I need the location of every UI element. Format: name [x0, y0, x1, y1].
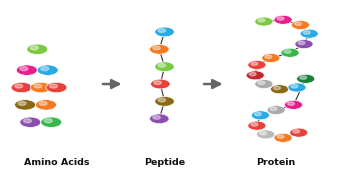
Circle shape	[291, 85, 298, 88]
Circle shape	[248, 121, 266, 130]
Text: Amino Acids: Amino Acids	[24, 158, 89, 167]
Circle shape	[246, 71, 264, 80]
Text: Peptide: Peptide	[144, 158, 185, 167]
Circle shape	[249, 72, 256, 76]
Circle shape	[277, 17, 284, 20]
Circle shape	[281, 48, 299, 57]
Circle shape	[260, 131, 267, 135]
Circle shape	[297, 74, 315, 83]
Circle shape	[37, 65, 58, 75]
Circle shape	[298, 41, 305, 45]
Circle shape	[251, 123, 258, 126]
Circle shape	[149, 114, 169, 124]
Circle shape	[293, 130, 300, 133]
Circle shape	[30, 46, 38, 50]
Circle shape	[277, 135, 284, 138]
Circle shape	[265, 55, 272, 58]
Circle shape	[36, 100, 56, 110]
Circle shape	[251, 111, 270, 120]
Circle shape	[251, 62, 258, 65]
Circle shape	[274, 86, 280, 90]
Circle shape	[300, 76, 307, 79]
Circle shape	[16, 65, 37, 75]
Circle shape	[262, 54, 280, 62]
Circle shape	[154, 81, 161, 85]
Circle shape	[149, 44, 169, 54]
Circle shape	[153, 116, 160, 119]
Circle shape	[254, 112, 261, 116]
Circle shape	[39, 102, 47, 105]
Circle shape	[155, 97, 174, 106]
Circle shape	[284, 50, 291, 53]
Circle shape	[27, 44, 48, 55]
Circle shape	[155, 27, 174, 37]
Circle shape	[255, 79, 273, 89]
Circle shape	[20, 67, 28, 71]
Circle shape	[41, 67, 49, 71]
Circle shape	[258, 81, 265, 85]
Circle shape	[258, 19, 265, 22]
Circle shape	[270, 107, 277, 111]
Circle shape	[158, 98, 166, 102]
Circle shape	[288, 102, 294, 105]
Circle shape	[257, 130, 275, 139]
Circle shape	[23, 119, 32, 123]
Circle shape	[44, 119, 52, 123]
Circle shape	[15, 100, 36, 110]
Circle shape	[50, 84, 57, 88]
Circle shape	[288, 83, 306, 92]
Circle shape	[290, 128, 308, 137]
Circle shape	[303, 31, 310, 34]
Circle shape	[11, 82, 32, 93]
Circle shape	[255, 17, 273, 26]
Circle shape	[18, 102, 26, 105]
Text: Protein: Protein	[257, 158, 296, 167]
Circle shape	[274, 15, 292, 24]
Circle shape	[30, 82, 51, 93]
Circle shape	[285, 100, 303, 109]
Circle shape	[153, 46, 160, 50]
Circle shape	[248, 60, 266, 69]
Circle shape	[300, 29, 318, 38]
Circle shape	[15, 84, 23, 88]
Circle shape	[267, 106, 285, 115]
Circle shape	[150, 79, 170, 89]
Circle shape	[294, 22, 301, 25]
Circle shape	[46, 82, 67, 93]
Circle shape	[20, 117, 41, 127]
Circle shape	[155, 62, 174, 72]
Circle shape	[271, 85, 289, 94]
Circle shape	[274, 133, 292, 142]
Circle shape	[34, 84, 42, 88]
Circle shape	[41, 117, 62, 127]
Circle shape	[295, 40, 313, 49]
Circle shape	[158, 29, 166, 32]
Circle shape	[292, 20, 309, 30]
Circle shape	[158, 64, 166, 67]
